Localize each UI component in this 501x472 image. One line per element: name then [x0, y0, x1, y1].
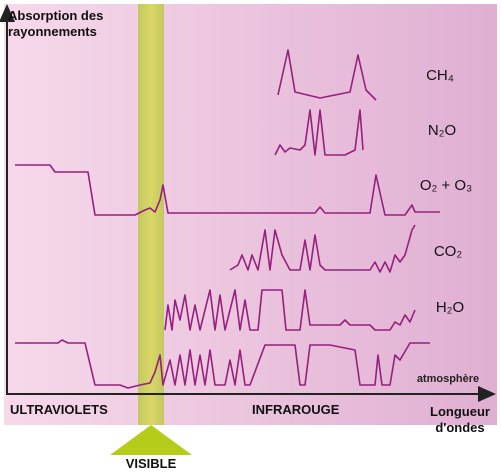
region-label: INFRAROUGE [252, 402, 340, 417]
spectrum-label: O₂ + O₃ [420, 177, 472, 194]
ch4-curve [277, 49, 377, 101]
region-label: ULTRAVIOLETS [10, 402, 108, 417]
plot-background [4, 4, 497, 425]
spectrum-label: atmosphère [417, 373, 479, 385]
spectrum-label: H₂O [436, 299, 464, 316]
o2o3-curve [15, 164, 440, 216]
spectrum-label: CO₂ [434, 243, 463, 260]
region-label: VISIBLE [126, 456, 177, 471]
y-axis-label: Absorption des [8, 8, 103, 23]
h2o-curve [164, 289, 416, 331]
atmosphere-curve [15, 339, 430, 389]
spectrum-label: CH₄ [426, 67, 454, 84]
x-axis-label: d'ondes [435, 420, 484, 435]
y-axis-label: rayonnements [8, 24, 97, 39]
co2-curve [229, 224, 416, 273]
spectrum-label: N₂O [428, 122, 456, 139]
visible-marker [110, 425, 192, 455]
n2o-curve [274, 109, 364, 156]
x-axis-label: Longueur [430, 404, 490, 419]
